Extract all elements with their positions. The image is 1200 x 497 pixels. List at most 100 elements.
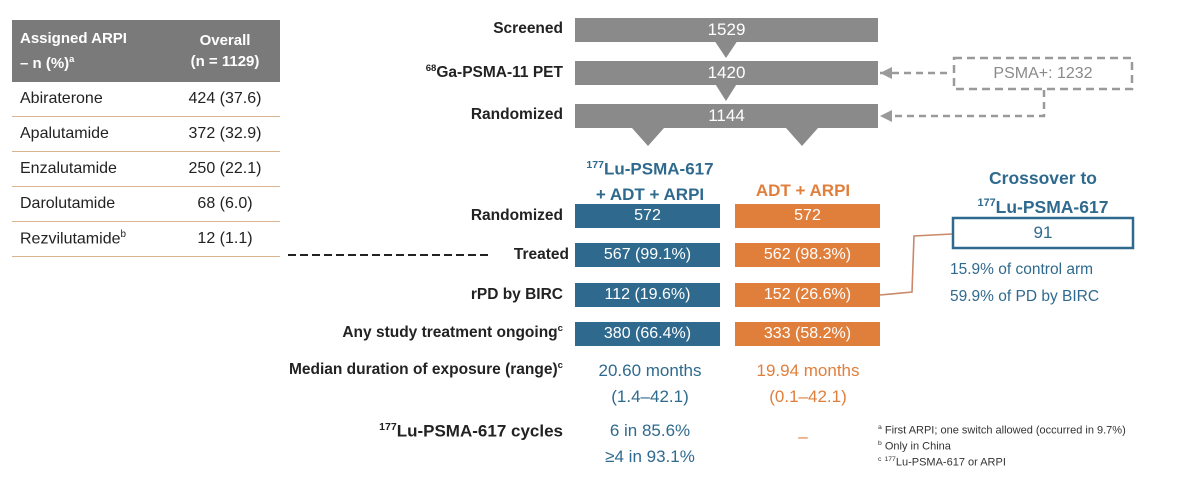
footnote-a-sup: a: [878, 424, 882, 431]
row-value: 250 (22.1): [188, 160, 262, 177]
row-name: Apalutamide: [12, 125, 170, 143]
table-row: Darolutamide 68 (6.0): [12, 187, 280, 222]
crossover-box-outline: [951, 216, 1135, 250]
box-screened: 1529: [575, 18, 878, 42]
footnote-b-sup: b: [878, 440, 882, 447]
pet-value: 1420: [707, 63, 746, 82]
dashed-psma-to-randomized: [892, 90, 1046, 118]
label-pet: 68Ga-PSMA-11 PET: [360, 63, 563, 82]
row-name-text: Darolutamide: [20, 195, 116, 212]
row-name-text: Apalutamide: [20, 125, 109, 142]
label-ongoing: Any study treatment ongoingc: [300, 323, 563, 342]
lu-cycles: 6 in 85.6% ≥4 in 93.1%: [570, 418, 730, 470]
ctrl-ongoing-box: 333 (58.2%): [735, 322, 880, 346]
label-screened: Screened: [493, 20, 563, 37]
table-row: Apalutamide 372 (32.9): [12, 117, 280, 152]
lu-cycles-line1: 6 in 85.6%: [609, 421, 691, 440]
ctrl-duration: 19.94 months (0.1–42.1): [728, 358, 888, 410]
pet-sup: 68: [425, 63, 437, 74]
arpi-table: Assigned ARPI – n (%)a Overall (n = 1129…: [12, 20, 280, 257]
box-randomized-top: 1144: [575, 104, 878, 128]
arrow-to-lu-arm: [632, 128, 664, 146]
row-value: 68 (6.0): [197, 195, 253, 212]
label-cycles: 177Lu-PSMA-617 cycles: [300, 421, 563, 442]
label-randomized-top: Randomized: [470, 106, 563, 123]
lu-duration-line1: 20.60 months: [598, 361, 702, 380]
ctrl-cycles: –: [798, 427, 808, 446]
crossover-stats: 15.9% of control arm 59.9% of PD by BIRC: [950, 256, 1150, 310]
ongoing-sup: c: [557, 323, 563, 334]
header-col2-line2: (n = 1129): [190, 53, 260, 70]
lu-cycles-line2: ≥4 in 93.1%: [605, 447, 695, 466]
lu-arm-title-line1: Lu-PSMA-617: [604, 159, 714, 179]
arrow-screened-to-pet: [714, 40, 738, 58]
label-duration: Median duration of exposure (range)c: [200, 360, 563, 379]
header-col2-line1: Overall: [199, 32, 251, 49]
row-value: 372 (32.9): [188, 125, 262, 142]
footnote-c-text: Lu-PSMA-617 or ARPI: [895, 456, 1006, 469]
crossover-title: Crossover to 177Lu-PSMA-617: [945, 166, 1141, 220]
crossover-connector: [879, 233, 953, 296]
ongoing-label-text: Any study treatment ongoing: [342, 324, 558, 342]
header-col1-sup: a: [69, 54, 75, 64]
pet-label-text: Ga-PSMA-11 PET: [436, 64, 563, 82]
lu-duration: 20.60 months (1.4–42.1): [570, 358, 730, 410]
row-name: Abiraterone: [12, 90, 170, 108]
lu-rpd-box: 112 (19.6%): [575, 283, 720, 307]
row-name-text: Enzalutamide: [20, 160, 117, 177]
footnote-c: c 177Lu-PSMA-617 or ARPI: [878, 456, 1006, 469]
box-pet: 1420: [575, 61, 878, 85]
header-col1-line2: – n (%): [20, 55, 70, 72]
label-rpd: rPD by BIRC: [470, 286, 563, 303]
cycles-sup: 177: [379, 421, 397, 433]
duration-label-text: Median duration of exposure (range): [288, 361, 558, 379]
label-randomized: Randomized: [470, 207, 563, 224]
row-value: 12 (1.1): [197, 230, 253, 247]
duration-sup: c: [557, 360, 563, 371]
footnote-a: a First ARPI; one switch allowed (occurr…: [878, 424, 1126, 437]
lu-arm-sup: 177: [586, 159, 604, 171]
ctrl-arm-title: ADT + ARPI: [755, 181, 851, 200]
label-treated: Treated: [490, 246, 569, 264]
lu-treated-box: 567 (99.1%): [575, 243, 720, 267]
lu-arm-title-line2: + ADT + ARPI: [595, 184, 705, 204]
row-name-sup: b: [120, 229, 126, 241]
row-name: Enzalutamide: [12, 160, 170, 178]
footnote-c-sup: c: [878, 456, 882, 463]
row-name-text: Abiraterone: [20, 90, 103, 107]
arrow-pet-to-randomized: [714, 82, 738, 101]
row-name: Rezvilutamideb: [12, 229, 170, 248]
header-assigned-arpi: Assigned ARPI – n (%)a: [12, 28, 170, 74]
footnote-a-text: First ARPI; one switch allowed (occurred…: [884, 424, 1126, 437]
crossover-value: 91: [1033, 223, 1053, 242]
lu-randomized-box: 572: [575, 204, 720, 228]
crossover-title-line2: Lu-PSMA-617: [995, 196, 1109, 217]
footnote-b-text: Only in China: [884, 440, 951, 453]
arrowhead-randomized: [880, 110, 892, 122]
ctrl-duration-line2: (0.1–42.1): [769, 387, 847, 406]
crossover-line1: 15.9% of control arm: [950, 261, 1094, 278]
arrow-to-ctrl-arm: [786, 128, 818, 146]
ctrl-treated-box: 562 (98.3%): [735, 243, 880, 267]
ctrl-randomized-box: 572: [735, 204, 880, 228]
crossover-line2: 59.9% of PD by BIRC: [950, 288, 1100, 305]
header-overall: Overall (n = 1129): [170, 30, 280, 72]
row-name: Darolutamide: [12, 195, 170, 213]
crossover-title-sup: 177: [977, 197, 996, 209]
lu-ongoing-box: 380 (66.4%): [575, 322, 720, 346]
footnote-b: b Only in China: [878, 440, 951, 453]
lu-arm-title: 177Lu-PSMA-617 + ADT + ARPI: [565, 153, 735, 207]
psma-positive: PSMA+: 1232: [993, 65, 1093, 82]
crossover-title-line1: Crossover to: [989, 168, 1097, 188]
table-row: Enzalutamide 250 (22.1): [12, 152, 280, 187]
table-row: Abiraterone 424 (37.6): [12, 82, 280, 117]
table-header: Assigned ARPI – n (%)a Overall (n = 1129…: [12, 20, 280, 82]
row-value: 424 (37.6): [188, 90, 262, 107]
table-row: Rezvilutamideb 12 (1.1): [12, 222, 280, 257]
ctrl-rpd-box: 152 (26.6%): [735, 283, 880, 307]
footnote-c-sup2: 177: [884, 456, 896, 463]
row-name-text: Rezvilutamide: [20, 230, 121, 248]
header-col1-line1: Assigned ARPI: [20, 30, 127, 47]
arrowhead-psma: [880, 67, 892, 79]
